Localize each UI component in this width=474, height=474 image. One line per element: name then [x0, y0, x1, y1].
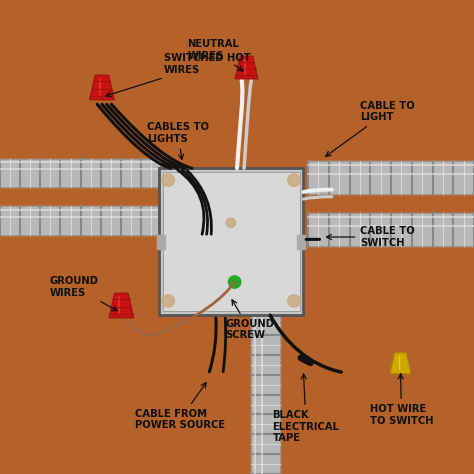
Bar [157, 235, 165, 249]
Polygon shape [0, 159, 161, 187]
Polygon shape [90, 75, 114, 100]
Text: HOT WIRE
TO SWITCH: HOT WIRE TO SWITCH [370, 374, 433, 426]
Polygon shape [0, 206, 161, 235]
Text: BLACK
ELECTRICAL
TAPE: BLACK ELECTRICAL TAPE [273, 374, 339, 443]
Text: CABLE FROM
POWER SOURCE: CABLE FROM POWER SOURCE [135, 383, 225, 430]
Text: GROUND
SCREW: GROUND SCREW [225, 300, 274, 340]
Polygon shape [109, 293, 134, 318]
Circle shape [162, 174, 174, 186]
Polygon shape [308, 161, 474, 194]
Polygon shape [390, 353, 411, 374]
Circle shape [288, 295, 300, 307]
Circle shape [288, 174, 300, 186]
Text: NEUTRAL
WIRES: NEUTRAL WIRES [187, 39, 243, 71]
Circle shape [162, 295, 174, 307]
Bar [159, 168, 303, 315]
Bar [297, 235, 305, 249]
Circle shape [226, 218, 236, 228]
Bar [163, 172, 300, 311]
Polygon shape [235, 56, 258, 79]
Text: SWITCHED HOT
WIRES: SWITCHED HOT WIRES [106, 53, 250, 97]
Polygon shape [308, 213, 474, 246]
Text: CABLES TO
LIGHTS: CABLES TO LIGHTS [147, 122, 209, 159]
Text: CABLE TO
LIGHT: CABLE TO LIGHT [326, 100, 415, 156]
Text: CABLE TO
SWITCH: CABLE TO SWITCH [327, 226, 415, 248]
Text: GROUND
WIRES: GROUND WIRES [50, 276, 117, 311]
Circle shape [228, 276, 241, 288]
Polygon shape [251, 315, 280, 474]
